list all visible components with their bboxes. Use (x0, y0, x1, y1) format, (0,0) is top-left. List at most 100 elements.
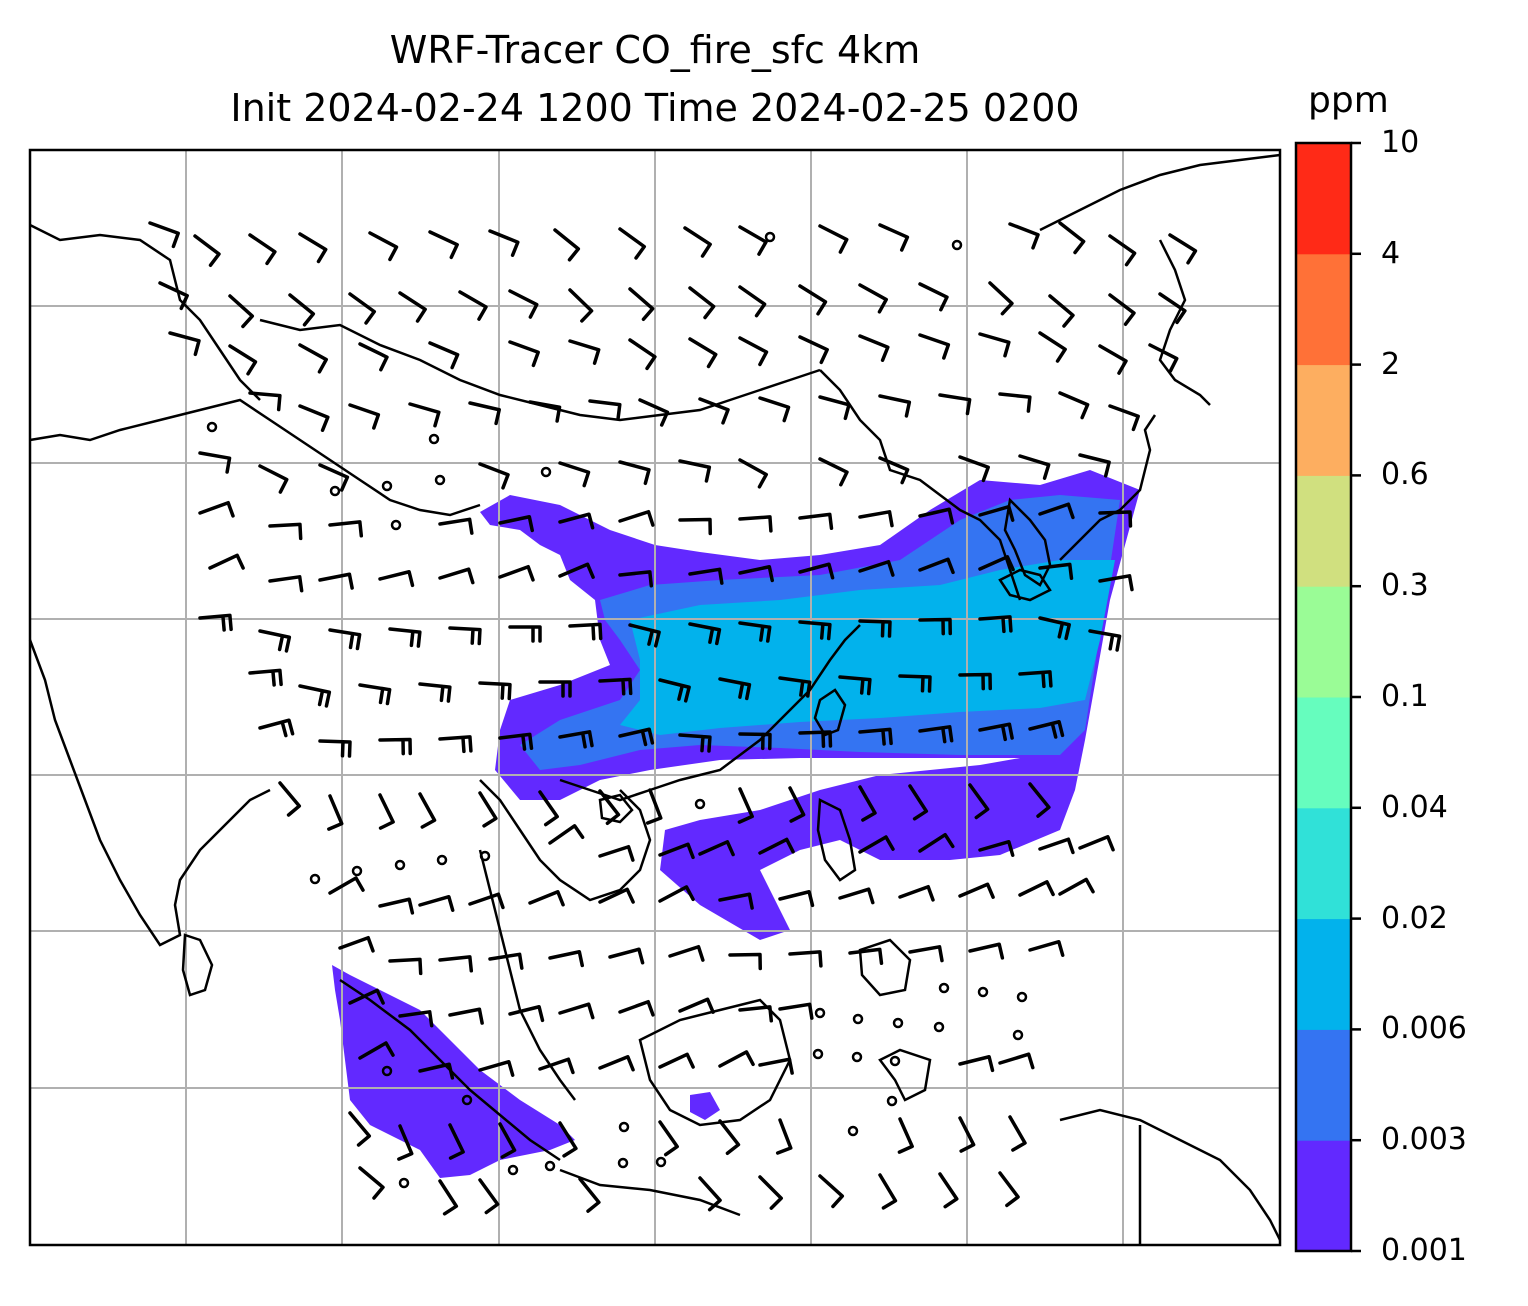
wind-barb (508, 625, 542, 643)
wind-barb (198, 500, 235, 518)
colorbar-tick-label: 0.006 (1381, 1011, 1467, 1047)
wind-barb (1038, 837, 1075, 855)
wind-barb (738, 285, 767, 318)
wind-barb (878, 223, 910, 252)
wind-barb (758, 1175, 783, 1210)
wind-barb (498, 1122, 517, 1159)
wind-barb (918, 282, 949, 312)
wind-barb (258, 629, 292, 653)
wind-barb (638, 398, 670, 427)
wind-barb (598, 789, 621, 826)
wind-barb (248, 668, 283, 687)
wind-barb (878, 394, 912, 418)
wind-barb (458, 290, 488, 321)
wind-barb (318, 739, 352, 758)
wind-barb (798, 730, 833, 748)
wind-barb (1038, 616, 1071, 641)
wind-barb (908, 784, 929, 821)
wind-barb (658, 885, 695, 903)
wind-barb (1098, 344, 1128, 375)
wind-barb (918, 725, 954, 744)
wind-barb (1108, 293, 1136, 326)
china-south-coast (559, 624, 861, 802)
wind-barb (558, 562, 595, 579)
wind-barb (1058, 221, 1086, 255)
wind-barb (918, 832, 955, 853)
wind-barb (168, 331, 201, 357)
wind-barb (428, 341, 460, 370)
wind-barb (878, 456, 910, 485)
wind-barb (468, 892, 505, 910)
wind-barb (553, 228, 581, 262)
wind-barb (428, 230, 459, 260)
wind-barb (578, 1177, 601, 1213)
wind-barb (798, 620, 832, 641)
northeast-china-coast (819, 369, 1022, 601)
wind-barb (958, 455, 990, 483)
wind-barb (628, 287, 655, 321)
wind-barb (918, 557, 955, 575)
wind-barb (798, 284, 828, 316)
wind-barb (558, 730, 594, 749)
wind-barb (358, 1041, 395, 1060)
wind-barb (258, 464, 289, 494)
wind-barb (758, 396, 791, 423)
wind-barb (918, 333, 951, 360)
wind-barb (848, 947, 884, 965)
wind-barb (318, 572, 354, 590)
wind-barb (898, 884, 935, 902)
wind-barb (718, 892, 754, 910)
wind-barb (738, 225, 768, 256)
wind-barb (1108, 404, 1140, 432)
wind-barb (818, 224, 849, 254)
wind-barb (228, 294, 255, 329)
wind-barb (298, 684, 332, 708)
wind-barb (778, 889, 815, 908)
wind-barb (858, 785, 877, 822)
wind-barb (688, 286, 716, 320)
wind-barb (728, 952, 762, 971)
wind-barb (568, 288, 594, 323)
wind-barb (775, 1118, 793, 1155)
wind-barb (1018, 670, 1053, 689)
wind-barb (588, 399, 622, 421)
wind-barb (378, 737, 412, 756)
wind-barb (608, 947, 645, 965)
wind-barb (538, 680, 572, 698)
wind-barb (548, 824, 585, 845)
wind-barb (1008, 1115, 1027, 1152)
map-frame (28, 148, 1282, 1247)
colorbar-segment (1296, 586, 1351, 698)
wind-barb (268, 522, 303, 541)
wind-barb (358, 683, 392, 706)
wind-barb (348, 988, 385, 1005)
wind-barb (358, 342, 389, 372)
wind-barb (448, 1007, 484, 1025)
sakhalin-russia (1039, 153, 1281, 232)
wind-barb (1028, 782, 1051, 818)
indochina (479, 779, 652, 902)
wind-barb (998, 392, 1032, 413)
wind-barb (688, 337, 718, 369)
colorbar-tick-label: 0.1 (1381, 679, 1429, 714)
taiwan (813, 688, 847, 737)
wind-barb (1038, 502, 1075, 520)
wind-barb (468, 401, 501, 426)
wind-barb (478, 1178, 500, 1215)
colorbar-tick-label: 0.3 (1381, 568, 1429, 604)
wind-barb (358, 1166, 385, 1200)
wind-barb (558, 512, 595, 530)
wind-barb (498, 515, 535, 533)
wind-barb (778, 676, 812, 698)
wind-barb (938, 1172, 959, 1209)
wind-barb (158, 281, 189, 311)
wind-barb (858, 835, 895, 854)
wind-barb (1018, 454, 1051, 480)
colorbar-segment (1296, 1140, 1351, 1252)
wind-barb (478, 791, 498, 828)
wind-barb (438, 1179, 459, 1216)
wind-barb (338, 935, 375, 953)
wind-barb (678, 997, 715, 1014)
wind-barb (858, 510, 894, 528)
philippines-mindanao (858, 938, 912, 997)
